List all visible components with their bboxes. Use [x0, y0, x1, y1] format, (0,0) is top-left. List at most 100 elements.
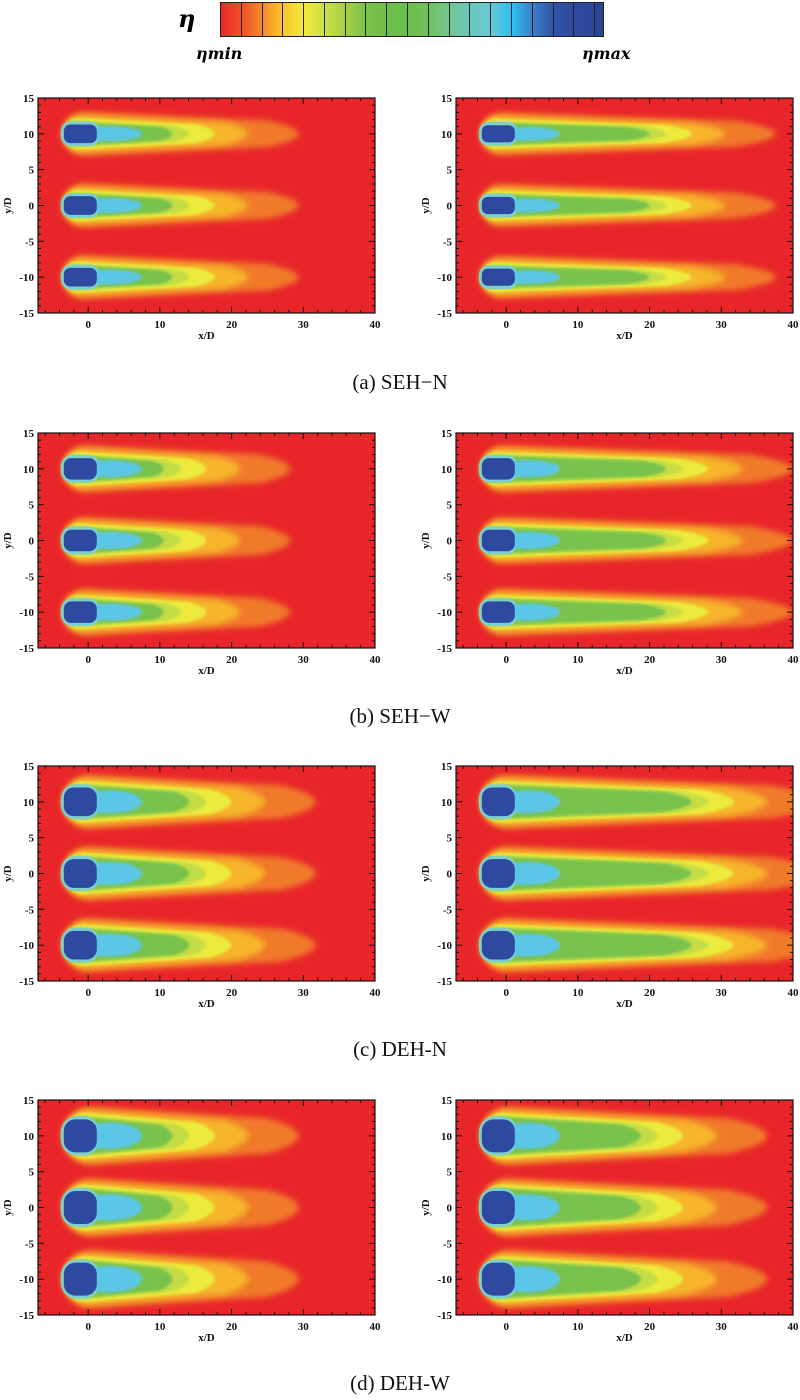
y-tick-label: 0: [447, 869, 453, 881]
colorbar-legend: η ηmin ηmax: [0, 0, 800, 70]
jet-plume: [478, 1178, 768, 1237]
x-tick-label: 20: [226, 654, 238, 666]
x-axis-label: x/D: [616, 1332, 633, 1342]
y-tick-label: 5: [29, 833, 35, 845]
jet-plume: [60, 516, 291, 565]
y-tick-label: 15: [441, 1095, 453, 1107]
y-tick-label: 5: [29, 1167, 35, 1179]
colorbar: [220, 2, 604, 37]
jet-core: [481, 1119, 515, 1153]
x-tick-label: 30: [298, 654, 310, 666]
contour-plot-d-left: 0 10 20 30 40 -15 -10 -5 0 5 10 15 x/D y/D: [2, 1095, 382, 1342]
caption-b: (b) SEH−W: [349, 704, 451, 728]
y-tick-label: 10: [441, 464, 453, 476]
y-tick-label: -15: [437, 308, 452, 320]
y-tick-label: 0: [29, 1203, 35, 1215]
y-tick-label: 10: [23, 464, 35, 476]
y-tick-label: -5: [25, 1238, 35, 1250]
y-tick-label: -10: [19, 607, 34, 619]
jet-plume: [60, 445, 291, 493]
contour-plot-a-right: 0 10 20 30 40 -15 -10 -5 0 5 10 15 x/D y/D: [420, 93, 799, 340]
y-tick-label: -5: [25, 236, 35, 248]
x-tick-label: 40: [788, 987, 800, 999]
jet-core: [481, 930, 515, 960]
x-tick-label: 40: [788, 654, 800, 666]
colorbar-segment: [532, 3, 554, 36]
jet-core: [63, 601, 97, 623]
colorbar-segment: [553, 3, 575, 36]
y-axis-label: y/D: [420, 1199, 432, 1216]
x-tick-label: 20: [644, 1321, 656, 1333]
x-axis-label: x/D: [198, 330, 215, 340]
x-tick-label: 40: [370, 1321, 382, 1333]
x-tick-label: 10: [572, 319, 584, 331]
colorbar-segment: [345, 3, 367, 36]
contour-plot-c-left: 0 10 20 30 40 -15 -10 -5 0 5 10 15 x/D y/D: [2, 761, 382, 1008]
y-tick-label: 15: [441, 428, 453, 440]
jet-core: [63, 1119, 97, 1153]
jet-core: [481, 125, 515, 143]
jet-core: [481, 787, 515, 817]
jet-plume: [478, 917, 793, 973]
y-tick-label: -10: [19, 272, 34, 284]
x-tick-label: 0: [503, 987, 509, 999]
y-tick-label: 15: [441, 761, 453, 773]
jet-core: [63, 267, 97, 287]
y-tick-label: -10: [437, 272, 452, 284]
jet-plume: [60, 254, 299, 300]
y-tick-label: -15: [437, 1310, 452, 1322]
y-tick-label: 5: [447, 833, 453, 845]
y-tick-label: -15: [19, 976, 34, 988]
y-tick-label: -5: [25, 571, 35, 583]
x-tick-label: 30: [298, 319, 310, 331]
x-tick-label: 20: [226, 1321, 238, 1333]
x-tick-label: 30: [716, 654, 728, 666]
x-axis-label: x/D: [616, 330, 633, 340]
x-tick-label: 0: [85, 1321, 91, 1333]
jet-core: [481, 196, 515, 215]
x-tick-label: 0: [503, 1321, 509, 1333]
colorbar-segment: [262, 3, 284, 36]
y-tick-label: -15: [437, 643, 452, 655]
jet-core: [481, 529, 515, 552]
y-tick-label: 0: [29, 869, 35, 881]
colorbar-segment: [241, 3, 263, 36]
contour-plot-c-right: 0 10 20 30 40 -15 -10 -5 0 5 10 15 x/D y/D: [420, 761, 800, 1008]
y-tick-label: -10: [437, 940, 452, 952]
y-tick-label: -15: [19, 1310, 34, 1322]
y-axis-label: y/D: [2, 532, 14, 549]
jet-core: [63, 930, 97, 960]
x-tick-label: 10: [154, 987, 166, 999]
jet-plume: [60, 1178, 299, 1237]
jet-core: [63, 529, 97, 552]
y-tick-label: 0: [447, 1203, 453, 1215]
x-axis-label: x/D: [198, 1332, 215, 1342]
colorbar-max-label: ηmax: [582, 44, 631, 63]
colorbar-segment: [595, 3, 603, 36]
jet-core: [63, 1191, 97, 1224]
colorbar-segment: [283, 3, 305, 36]
jet-plume: [60, 183, 299, 228]
x-tick-label: 30: [716, 1321, 728, 1333]
x-tick-label: 40: [370, 654, 382, 666]
y-tick-label: 0: [447, 201, 453, 213]
x-tick-label: 40: [370, 987, 382, 999]
jet-core: [481, 601, 515, 623]
colorbar-segment: [304, 3, 325, 36]
jet-plume: [478, 184, 776, 227]
jet-plume: [478, 255, 776, 299]
y-tick-label: -10: [437, 1274, 452, 1286]
y-tick-label: 5: [447, 500, 453, 512]
jet-plume: [60, 846, 316, 901]
y-tick-label: -15: [19, 308, 34, 320]
x-tick-label: 30: [298, 1321, 310, 1333]
jet-core: [481, 1191, 515, 1224]
jet-plume: [60, 917, 316, 973]
jet-core: [481, 268, 515, 286]
y-tick-label: 0: [29, 536, 35, 548]
x-axis-label: x/D: [616, 665, 633, 675]
colorbar-segment: [366, 3, 388, 36]
y-tick-label: 5: [29, 165, 35, 177]
x-tick-label: 0: [85, 987, 91, 999]
y-axis-label: y/D: [2, 865, 14, 882]
